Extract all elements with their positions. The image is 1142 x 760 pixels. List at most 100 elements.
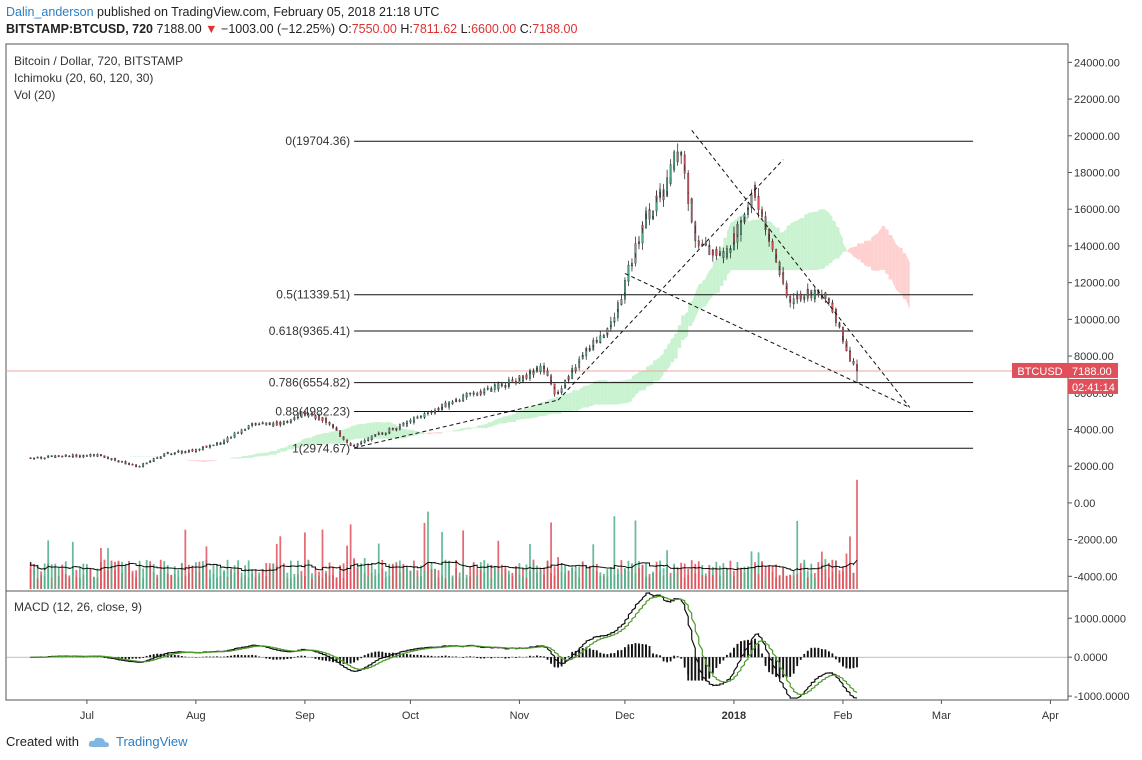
volume-bar — [490, 577, 493, 589]
candle-body — [616, 302, 619, 310]
low-label: L: — [460, 22, 472, 36]
volume-bar — [785, 575, 788, 589]
candle-body — [792, 298, 795, 304]
volume-bar — [789, 575, 792, 589]
macd-histogram-bar — [420, 655, 422, 658]
candle-body — [785, 288, 788, 297]
candle-body — [852, 361, 855, 365]
volume-bar — [36, 578, 39, 589]
macd-histogram-bar — [775, 657, 778, 677]
macd-histogram-bar — [711, 657, 714, 672]
candle-body — [747, 207, 749, 209]
ichimoku-cloud — [83, 209, 910, 463]
candle-body — [687, 173, 690, 194]
time-axis[interactable]: Jul Aug Sep Oct Nov Dec 2018 Feb Mar Apr — [80, 700, 1059, 722]
fib-label: 1(2974.67) — [292, 441, 350, 455]
candle-body — [536, 366, 538, 369]
last-price-tag: 7188.00 — [1072, 366, 1112, 378]
macd-histogram-bar — [124, 657, 127, 659]
macd-histogram-bar — [265, 657, 268, 659]
candle-body — [778, 269, 781, 276]
volume-bar — [374, 575, 377, 589]
candle-body — [138, 466, 141, 468]
macd-histogram-bar — [233, 654, 236, 658]
candle-body — [740, 220, 742, 235]
macd-histogram-bar — [701, 657, 704, 681]
volume-bar — [683, 563, 686, 589]
candle-body — [740, 220, 742, 223]
candle-body — [427, 412, 429, 414]
volume-bar — [722, 563, 725, 589]
volume-bar — [820, 551, 823, 589]
volume-bar — [93, 577, 95, 589]
volume-bar — [275, 543, 278, 589]
volume-bar — [335, 578, 338, 589]
macd-histogram-bar — [546, 657, 549, 660]
volume-bar — [624, 568, 626, 589]
candle-body — [806, 289, 809, 299]
fib-label: 0.786(6554.82) — [269, 376, 350, 390]
candle-body — [655, 195, 658, 198]
volume-bar — [377, 543, 380, 589]
volume-bar — [409, 571, 412, 589]
down-arrow-icon: ▼ — [205, 22, 218, 36]
volume-bar — [166, 573, 169, 589]
macd-histogram-bar — [564, 657, 567, 661]
trendlines[interactable] — [354, 129, 911, 449]
candle-body — [342, 437, 345, 440]
candle-body — [817, 293, 820, 296]
candle-body — [539, 365, 542, 373]
candle-body — [810, 289, 813, 293]
candle-body — [796, 294, 799, 300]
macd-histogram-bar — [296, 656, 299, 658]
volume-bar — [254, 568, 257, 589]
volume-bar — [824, 569, 827, 589]
candle-body — [560, 388, 563, 393]
symbol-tag-bg — [1012, 362, 1068, 378]
volume-bar — [490, 564, 493, 589]
volume-bar — [420, 575, 422, 589]
author-link[interactable]: Dalin_anderson — [6, 5, 94, 19]
volume-bar — [318, 571, 320, 589]
volume-bar — [550, 522, 552, 589]
volume-bar — [638, 568, 640, 589]
candle-body — [472, 392, 475, 395]
volume-bar — [761, 561, 763, 589]
time-tick-label: Aug — [186, 710, 206, 722]
volume-bar — [796, 574, 799, 589]
macd-histogram-bar — [768, 657, 770, 673]
candle-body — [504, 386, 507, 388]
candle-body — [388, 428, 391, 433]
tradingview-link[interactable]: TradingView — [87, 734, 188, 749]
last-price: 7188.00 — [156, 22, 202, 36]
candle-body — [662, 196, 665, 201]
candle-body — [441, 403, 443, 408]
volume-bar — [676, 573, 679, 589]
created-with-text: Created with — [6, 734, 79, 749]
volume-bar — [233, 565, 236, 589]
volume-bar — [128, 563, 130, 589]
volume-bar — [451, 575, 454, 589]
candle-body — [353, 445, 356, 447]
volume-bar — [659, 560, 661, 589]
macd-histogram-bar — [360, 657, 363, 659]
volume-bar — [690, 560, 693, 589]
macd-histogram-bar — [356, 657, 359, 660]
macd-histogram-bar — [254, 656, 257, 658]
volume-bar — [423, 522, 426, 589]
volume-bar — [441, 531, 443, 589]
high-label: H: — [400, 22, 413, 36]
volume-bar — [82, 563, 85, 589]
price-tick-label: 18000.00 — [1074, 167, 1120, 179]
candle-body — [57, 455, 60, 457]
volume-bar — [377, 573, 380, 589]
candle-body — [761, 212, 763, 217]
macd-histogram-bar — [483, 657, 486, 658]
candle-body — [216, 443, 218, 446]
macd-histogram-bar — [764, 657, 767, 666]
volume-bar — [89, 569, 92, 589]
volume-bar — [806, 577, 809, 589]
fibonacci-retracement[interactable]: 0(19704.36) 0.5(11339.51) 0.618(9365.41) 0.… — [6, 134, 1068, 455]
volume-bar — [61, 569, 64, 589]
